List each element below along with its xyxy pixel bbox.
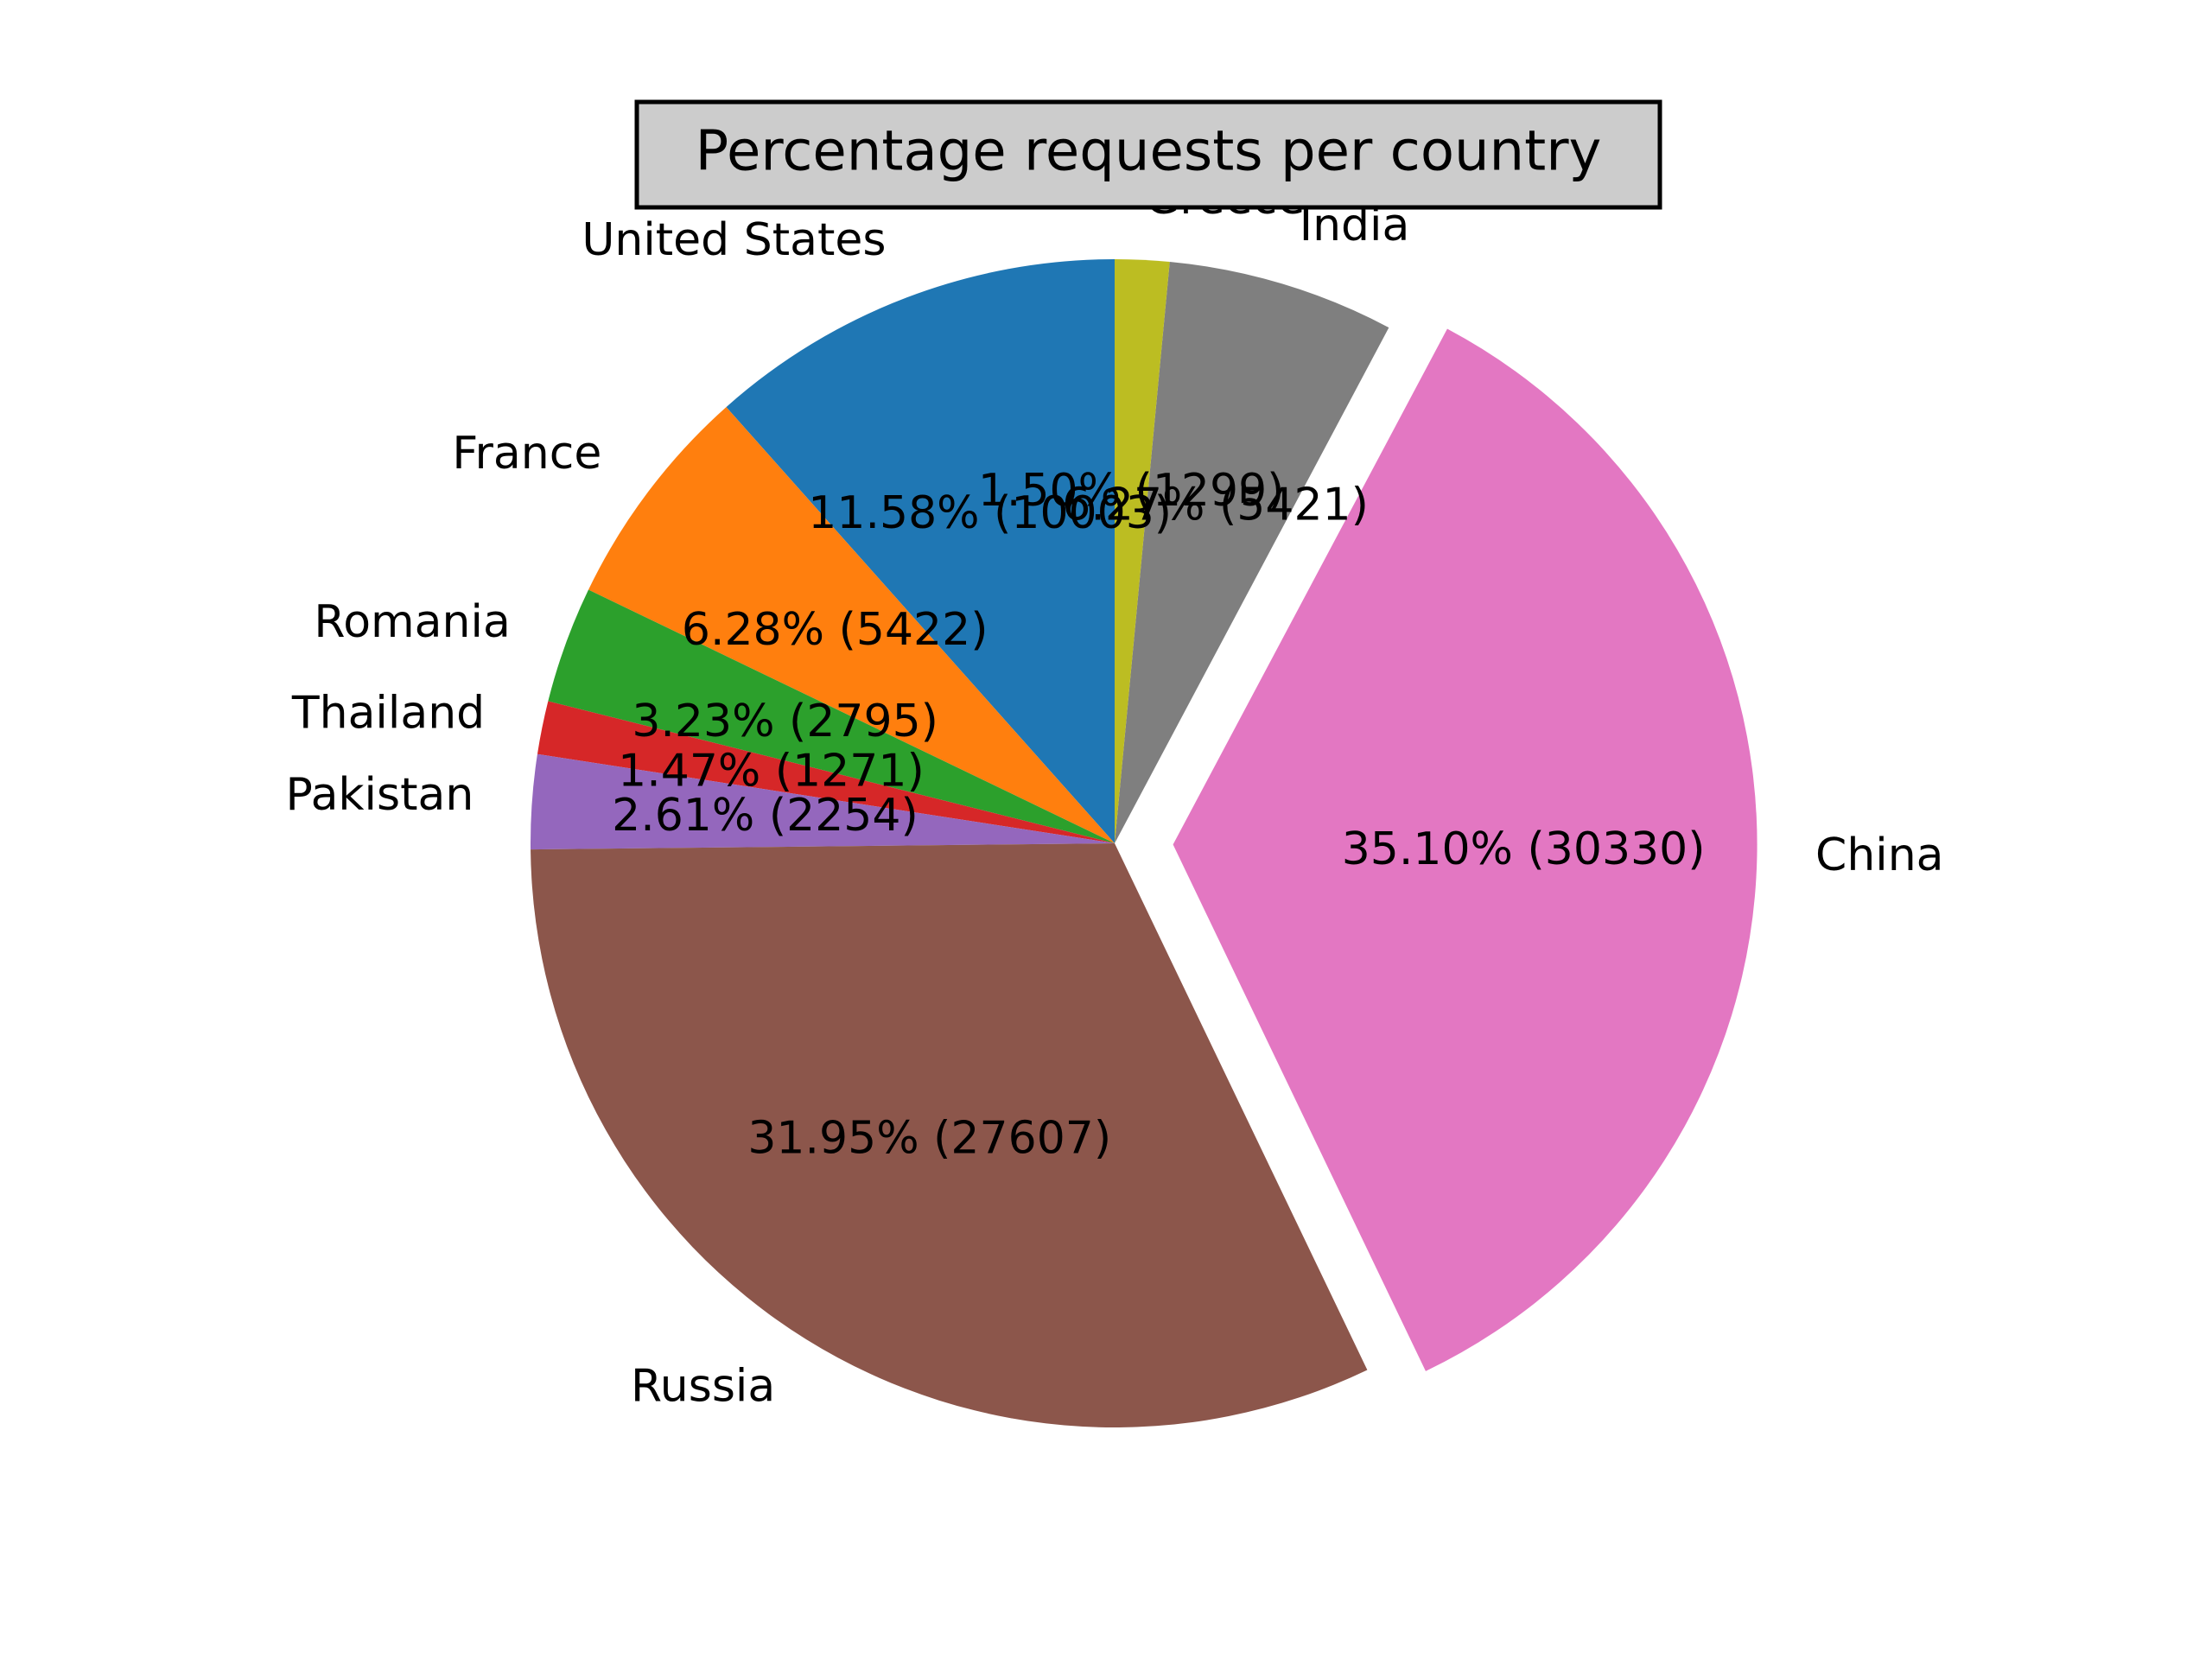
slice-label-china: China [1815,830,1944,881]
pie-slice-china [1173,328,1758,1371]
pie-slice-france [588,407,1115,843]
pie-slice-romania [548,589,1115,843]
chart-title: Percentage requests per country [696,120,1602,184]
percent-label-thailand: 1.47% (1271) [618,746,925,798]
pie-slice-united-states [726,259,1115,843]
slice-label-russia: Russia [631,1360,775,1412]
pie-slice-greece [1115,259,1170,843]
percent-label-china: 35.10% (30330) [1342,823,1706,875]
pie-slice-russia [531,843,1368,1427]
percent-label-pakistan: 2.61% (2254) [612,790,918,842]
pie-slices [531,259,1758,1427]
chart-title-box: Percentage requests per country [634,99,1662,210]
percent-label-united-states: 11.58% (10003) [808,487,1172,539]
pie-slice-thailand [537,701,1115,843]
pie-slice-india [1115,262,1389,843]
percent-label-france: 6.28% (5422) [682,604,988,656]
slice-label-thailand: Thailand [291,688,485,740]
percent-label-russia: 31.95% (27607) [747,1112,1111,1164]
percent-label-greece: 1.50% (1299) [978,465,1285,517]
percent-label-romania: 3.23% (2795) [632,696,938,747]
slice-label-pakistan: Pakistan [286,769,474,821]
slice-label-france: France [452,428,601,480]
slice-label-united-states: United States [582,214,886,266]
percent-labels: 11.58% (10003)6.28% (5422)3.23% (2795)1.… [612,465,1705,1165]
percent-label-india: 6.27% (5421) [1062,480,1369,531]
country-labels: United States France Romania Thailand Pakist… [286,173,1944,1412]
pie-slice-pakistan [531,753,1115,850]
slice-label-romania: Romania [314,596,510,648]
